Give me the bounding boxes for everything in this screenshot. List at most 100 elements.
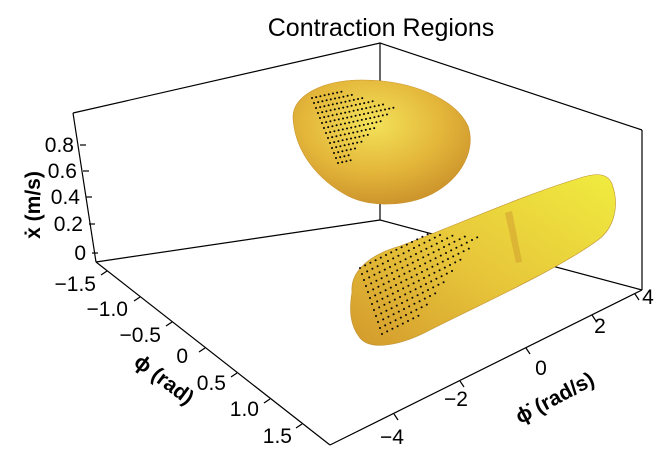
sample-point: [331, 125, 334, 128]
sample-point: [333, 108, 336, 111]
sample-point: [374, 294, 377, 297]
sample-point: [315, 107, 317, 109]
sample-point: [337, 151, 340, 154]
sample-point: [325, 132, 327, 134]
sample-point: [393, 298, 396, 301]
sample-point: [329, 109, 332, 112]
sample-point: [371, 111, 374, 114]
z-tick-label: 0: [74, 242, 86, 265]
sample-point: [331, 147, 333, 149]
sample-point: [400, 281, 403, 284]
sample-point: [379, 109, 382, 112]
sample-point: [327, 115, 330, 118]
sample-point: [341, 128, 344, 131]
sample-point: [352, 98, 355, 101]
sample-point: [377, 321, 379, 323]
sample-point: [426, 268, 429, 271]
sample-point: [315, 96, 318, 99]
sample-point: [434, 257, 437, 260]
sample-point: [331, 103, 334, 106]
sample-point: [344, 100, 347, 103]
x-axis-tick-labels: −1.5 −1.0 −0.5 0 0.5 1.0 1.5: [55, 273, 292, 448]
y-tick-label: −4: [380, 426, 404, 449]
sample-point: [435, 277, 438, 280]
sample-point: [412, 317, 415, 320]
sample-point: [415, 308, 418, 311]
sample-point: [381, 297, 384, 300]
y-axis-tick-labels: −4 −2 0 2 4: [380, 286, 654, 449]
sample-point: [369, 297, 371, 299]
sample-point: [342, 117, 344, 120]
y-axis-ticks: [393, 293, 640, 421]
sample-point: [370, 282, 373, 285]
sample-point: [448, 243, 451, 246]
sample-point: [399, 260, 402, 263]
sample-point: [445, 252, 447, 254]
sample-point: [412, 282, 415, 285]
sample-point: [414, 288, 417, 291]
sample-point: [392, 257, 395, 260]
sample-point: [437, 248, 440, 251]
sample-point: [348, 99, 351, 102]
sample-point: [362, 123, 365, 126]
sample-point: [417, 314, 420, 317]
sample-point: [339, 145, 342, 148]
sample-point: [346, 127, 348, 130]
sample-point: [319, 95, 322, 98]
sample-point: [321, 100, 324, 103]
sample-point: [387, 280, 390, 283]
sample-point: [321, 122, 323, 124]
sample-point: [344, 111, 347, 114]
sample-point: [389, 266, 391, 268]
sample-point: [425, 247, 428, 250]
sample-point: [382, 283, 385, 286]
sample-point: [337, 162, 339, 164]
sample-point: [361, 108, 363, 110]
sample-point: [347, 154, 350, 157]
sample-point: [402, 252, 405, 255]
sample-point: [364, 128, 367, 131]
sample-point: [427, 289, 429, 291]
sample-point: [417, 259, 419, 261]
sample-point: [343, 133, 346, 136]
sample-point: [429, 259, 432, 262]
sample-point: [379, 291, 382, 294]
sample-point: [317, 112, 319, 114]
sample-point: [407, 320, 409, 322]
sample-point: [375, 121, 378, 124]
sample-point: [335, 124, 338, 127]
sample-point: [422, 256, 425, 259]
sample-point: [331, 114, 334, 117]
sample-point: [365, 118, 367, 120]
sample-point: [354, 114, 357, 117]
sample-point: [394, 263, 397, 266]
sample-point: [418, 300, 421, 303]
sample-point: [441, 240, 443, 242]
sample-point: [317, 101, 320, 104]
sample-point: [409, 255, 412, 258]
sample-point: [363, 279, 365, 281]
sample-point: [391, 272, 393, 274]
sample-point: [445, 272, 448, 275]
sample-points-lower: [359, 233, 479, 335]
sample-point: [339, 156, 342, 159]
sample-point: [338, 107, 340, 110]
sample-point: [341, 150, 344, 153]
sample-point: [367, 123, 369, 125]
sample-point: [371, 267, 374, 270]
sample-point: [323, 116, 326, 119]
sample-point: [433, 271, 436, 274]
sample-point: [321, 111, 324, 114]
sample-point: [367, 112, 370, 115]
sample-point: [374, 259, 377, 262]
sample-point: [391, 292, 394, 295]
sample-point: [453, 240, 456, 243]
sample-point: [333, 152, 335, 154]
sample-point: [369, 128, 371, 130]
sample-point: [395, 248, 398, 251]
sample-point: [389, 321, 392, 324]
sample-point: [354, 125, 357, 128]
sample-point: [452, 255, 455, 258]
sample-point: [460, 244, 463, 247]
sample-point: [395, 284, 397, 286]
